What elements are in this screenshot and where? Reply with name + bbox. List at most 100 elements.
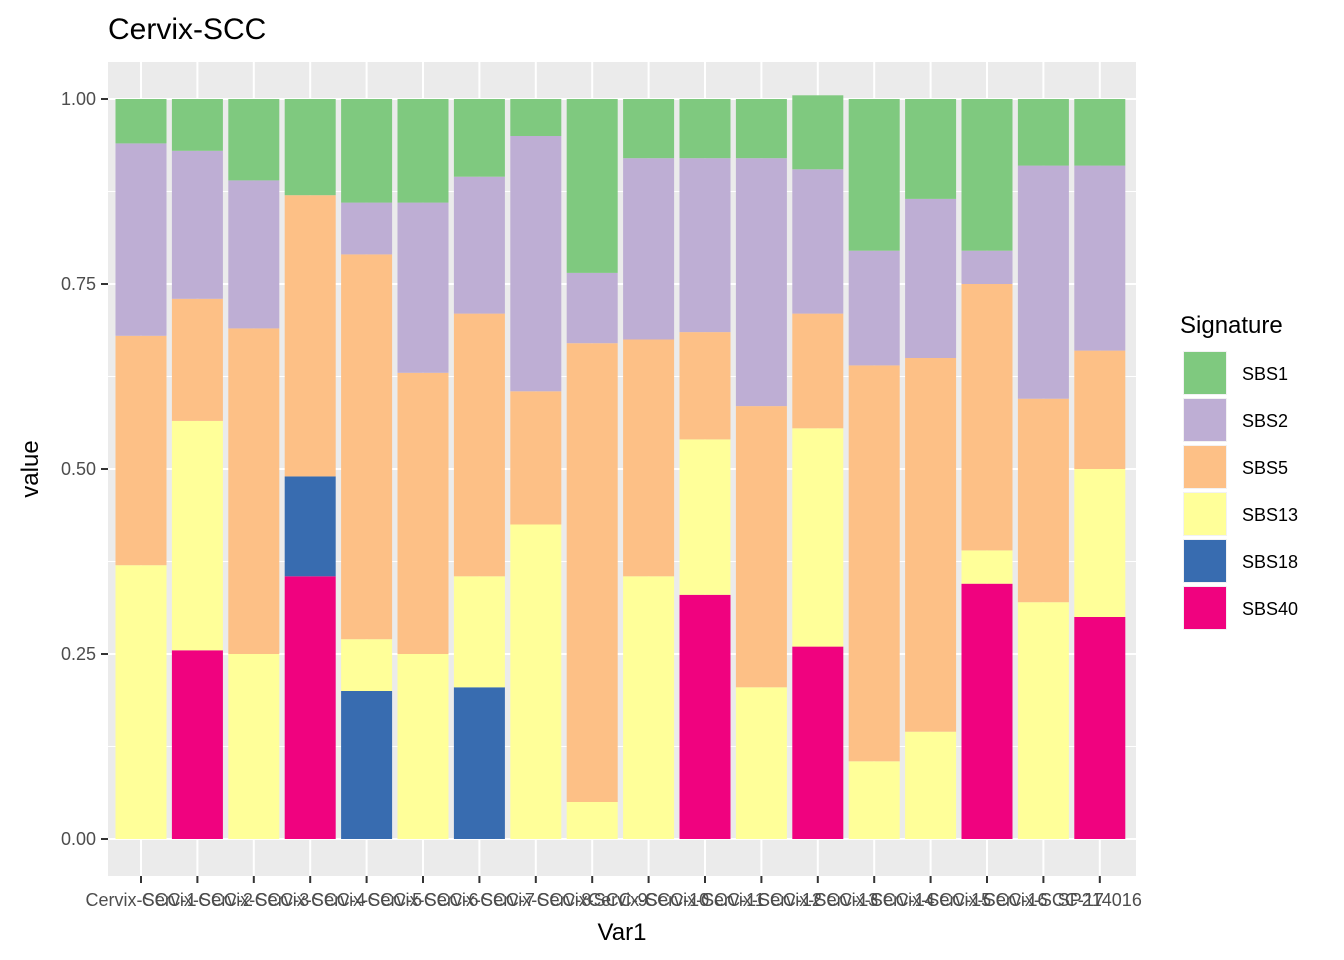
bar-segment-sbs40: [679, 594, 731, 839]
bar-segment-sbs40: [1074, 617, 1126, 839]
legend-label-sbs18: SBS18: [1242, 552, 1298, 572]
y-axis-label: value: [17, 440, 44, 497]
legend-swatch-sbs18: [1184, 540, 1226, 582]
bar-segment-sbs1: [115, 99, 167, 144]
legend-swatch-sbs13: [1184, 493, 1226, 535]
bar-segment-sbs5: [566, 343, 618, 802]
y-tick-label: 0.25: [61, 644, 96, 664]
bar-segment-sbs5: [453, 313, 505, 577]
bar-segment-sbs40: [284, 576, 336, 839]
bar-segment-sbs5: [397, 372, 449, 654]
bar-segment-sbs1: [735, 99, 787, 159]
bar-segment-sbs2: [453, 176, 505, 314]
bar-segment-sbs13: [171, 420, 223, 651]
bar-segment-sbs2: [905, 198, 957, 358]
bar-segment-sbs5: [792, 313, 844, 429]
legend-label-sbs13: SBS13: [1242, 505, 1298, 525]
x-tick-label: Cervix-SCC-3: [198, 890, 309, 910]
x-tick-label: Cervix-SCC-8: [480, 890, 591, 910]
legend-label-sbs5: SBS5: [1242, 458, 1288, 478]
bar-segment-sbs13: [397, 654, 449, 839]
bar-segment-sbs2: [566, 272, 618, 344]
bar-segment-sbs1: [905, 99, 957, 199]
x-tick-label: Cervix-SCC-6: [367, 890, 478, 910]
bar-segment-sbs13: [792, 428, 844, 647]
bar-segment-sbs13: [961, 550, 1013, 584]
bar-segment-sbs13: [566, 802, 618, 839]
bar-segment-sbs5: [735, 406, 787, 688]
bar-segment-sbs2: [679, 158, 731, 333]
bar-segment-sbs5: [848, 365, 900, 762]
x-axis-label: Var1: [598, 919, 647, 946]
bar-segment-sbs5: [171, 298, 223, 421]
x-tick-label: SP214016: [1058, 890, 1142, 910]
legend-swatch-sbs2: [1184, 399, 1226, 441]
y-tick-label: 0.50: [61, 459, 96, 479]
y-axis: 0.00 0.25 0.50 0.75 1.00: [61, 89, 108, 849]
legend: Signature SBS1 SBS2 SBS5 SBS13 SBS18 SBS40: [1180, 312, 1298, 630]
bar-segment-sbs13: [735, 687, 787, 839]
legend-swatch-sbs1: [1184, 352, 1226, 394]
bar-segment-sbs2: [848, 250, 900, 366]
x-tick-label: Cervix-SCC-7: [424, 890, 535, 910]
x-tick-label: Cervix-SCC-12: [701, 890, 822, 910]
legend-title: Signature: [1180, 312, 1283, 339]
bar-segment-sbs2: [735, 158, 787, 407]
x-tick-label: Cervix-SCC-16: [926, 890, 1047, 910]
y-tick-label: 0.00: [61, 829, 96, 849]
bar-segment-sbs1: [961, 99, 1013, 251]
bar-segment-sbs13: [623, 576, 675, 839]
bar-segment-sbs5: [1017, 398, 1069, 603]
bar-segment-sbs2: [228, 180, 280, 329]
bar-segment-sbs2: [792, 169, 844, 314]
bar-segment-sbs5: [510, 391, 562, 525]
x-tick-label: Cervix-SCC-9: [537, 890, 648, 910]
chart-title: Cervix-SCC: [108, 13, 266, 46]
legend-swatch-sbs5: [1184, 446, 1226, 488]
bar-segment-sbs13: [1074, 469, 1126, 617]
legend-label-sbs1: SBS1: [1242, 364, 1288, 384]
bar-segment-sbs2: [1017, 165, 1069, 399]
bar-segment-sbs2: [623, 158, 675, 340]
x-tick-label: Cervix-SCC-10: [588, 890, 709, 910]
bar-segment-sbs1: [566, 99, 618, 273]
bar-segment-sbs2: [341, 202, 393, 255]
bar-segment-sbs13: [341, 639, 393, 691]
x-tick-label: Cervix-SCC-17: [983, 890, 1104, 910]
bar-segment-sbs18: [453, 687, 505, 839]
y-tick-label: 0.75: [61, 274, 96, 294]
bar-segment-sbs18: [284, 476, 336, 577]
bar-segment-sbs1: [623, 99, 675, 159]
x-tick-label: Cervix-SCC-4: [255, 890, 366, 910]
bar-segment-sbs5: [284, 195, 336, 477]
x-tick-label: Cervix-SCC-2: [142, 890, 253, 910]
bar-segment-sbs5: [961, 284, 1013, 551]
bars-group: [115, 95, 1126, 839]
bar-segment-sbs5: [228, 328, 280, 654]
bar-segment-sbs40: [792, 646, 844, 839]
x-tick-label: Cervix-SCC-15: [870, 890, 991, 910]
bar-segment-sbs2: [171, 150, 223, 299]
bar-segment-sbs40: [961, 583, 1013, 839]
bar-segment-sbs5: [905, 358, 957, 732]
bar-segment-sbs1: [228, 99, 280, 181]
bar-segment-sbs1: [171, 99, 223, 151]
bar-segment-sbs1: [341, 99, 393, 203]
bar-segment-sbs1: [397, 99, 449, 203]
bar-segment-sbs13: [679, 439, 731, 595]
legend-label-sbs2: SBS2: [1242, 411, 1288, 431]
bar-segment-sbs18: [341, 691, 393, 839]
bar-segment-sbs1: [792, 95, 844, 170]
bar-segment-sbs13: [510, 524, 562, 839]
bar-segment-sbs1: [848, 99, 900, 251]
bar-segment-sbs40: [171, 650, 223, 839]
bar-segment-sbs13: [905, 731, 957, 839]
bar-segment-sbs13: [115, 565, 167, 839]
bar-segment-sbs13: [228, 654, 280, 839]
bar-segment-sbs1: [1074, 99, 1126, 166]
x-tick-label: Cervix-SCC-5: [311, 890, 422, 910]
legend-label-sbs40: SBS40: [1242, 599, 1298, 619]
bar-segment-sbs2: [1074, 165, 1126, 351]
x-tick-label: Cervix-SCC-1: [85, 890, 196, 910]
